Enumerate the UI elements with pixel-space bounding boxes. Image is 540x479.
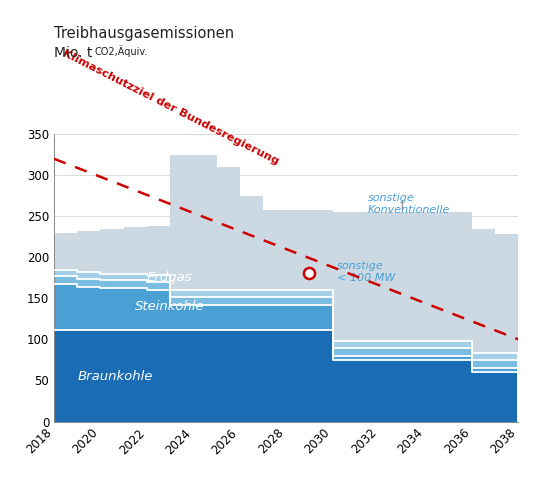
Text: Treibhausgasemissionen: Treibhausgasemissionen <box>54 26 234 41</box>
Text: sonstige
Konventionelle: sonstige Konventionelle <box>368 193 450 215</box>
Text: Erdgas: Erdgas <box>147 271 192 285</box>
Text: Braunkohle: Braunkohle <box>77 370 153 383</box>
Text: sonstige
< 100 MW: sonstige < 100 MW <box>338 262 396 283</box>
Text: CO2,Äquiv.: CO2,Äquiv. <box>94 46 148 57</box>
Text: Steinkohle: Steinkohle <box>135 300 205 313</box>
Text: Klimaschutzziel der Bundesregierung: Klimaschutzziel der Bundesregierung <box>61 48 280 167</box>
Text: Mio. t: Mio. t <box>54 46 92 59</box>
